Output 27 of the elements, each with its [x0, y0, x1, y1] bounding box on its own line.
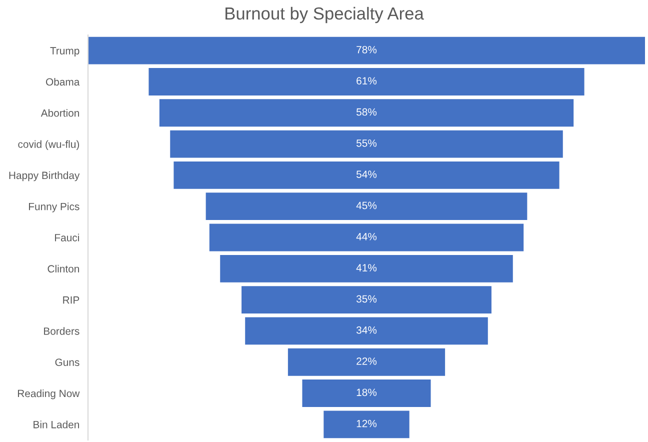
data-label: 34% — [356, 326, 377, 334]
data-label: 55% — [356, 140, 377, 147]
category-label: Clinton — [48, 264, 79, 273]
data-label: 12% — [356, 420, 377, 428]
category-label: covid (wu-flu) — [18, 140, 80, 150]
data-label: 54% — [356, 170, 377, 178]
category-label: Happy Birthday — [9, 171, 80, 182]
category-label: Abortion — [40, 109, 79, 117]
category-label: Obama — [46, 78, 80, 86]
data-label: 61% — [356, 77, 377, 85]
category-label: Guns — [55, 358, 80, 366]
category-label: Reading Now — [18, 389, 80, 400]
data-label: 41% — [356, 264, 377, 272]
data-label: 78% — [356, 46, 377, 54]
category-label: Funny Pics — [29, 202, 80, 212]
category-label: Trump — [50, 47, 80, 57]
data-label: 58% — [356, 108, 377, 116]
text: Burnout by Specialty Area — [226, 6, 424, 24]
data-label: 35% — [356, 295, 377, 303]
data-label: 18% — [356, 388, 377, 396]
category-label: Borders — [44, 327, 80, 335]
data-label: 22% — [356, 358, 377, 365]
category-label: Bin Laden — [34, 420, 79, 428]
data-label: 45% — [356, 202, 377, 210]
category-label: RIP — [63, 296, 80, 304]
data-label: 44% — [356, 232, 377, 240]
category-label: Fauci — [55, 234, 79, 242]
